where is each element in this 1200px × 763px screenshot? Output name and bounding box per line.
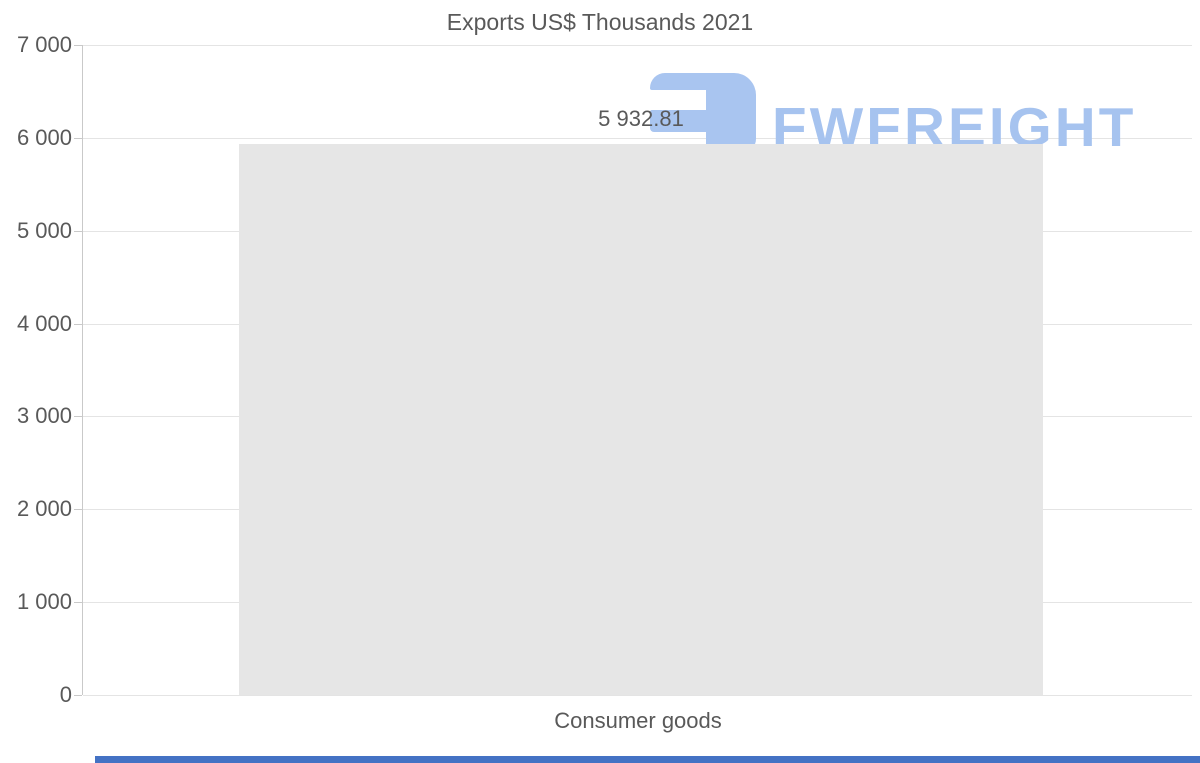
y-axis-tick [74,416,82,417]
gridline [83,695,1192,696]
logo-mid-arm-shape [650,110,710,132]
y-axis-tick-label: 1 000 [16,589,72,614]
y-axis-tick-label: 0 [59,682,72,707]
y-axis-tick [74,138,82,139]
y-axis-tick [74,324,82,325]
y-axis-line [82,45,83,695]
y-axis-tick [74,602,82,603]
horizontal-scrollbar[interactable] [95,756,1200,763]
bar-value-label: 5 932.81 [598,106,684,131]
chart-title: Exports US$ Thousands 2021 [446,9,754,35]
logo-top-arm-shape [650,73,710,90]
y-axis-tick [74,45,82,46]
y-axis-tick-label: 5 000 [16,218,72,243]
y-axis-tick-label: 2 000 [16,496,72,521]
gridline [83,45,1192,46]
y-axis-tick-label: 3 000 [16,403,72,428]
y-axis-tick [74,231,82,232]
x-axis-category-label: Consumer goods [554,708,722,733]
y-axis-tick-label: 7 000 [16,32,72,57]
y-axis-tick-label: 4 000 [16,311,72,336]
logo-stem-shape [706,73,756,153]
y-axis-tick-label: 6 000 [16,125,72,150]
fwfreight-logo-icon [650,73,756,153]
y-axis-tick [74,509,82,510]
bar-consumer-goods[interactable] [239,144,1043,695]
y-axis-tick [74,695,82,696]
gridline [83,138,1192,139]
